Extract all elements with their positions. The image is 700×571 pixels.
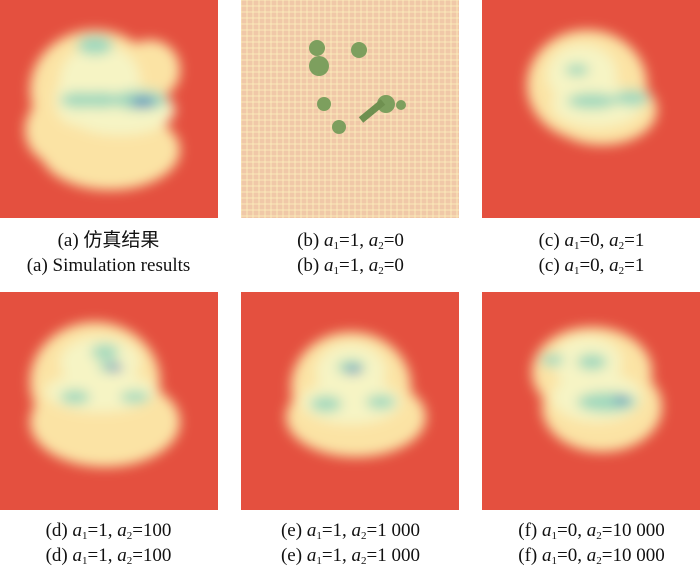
a1-value: 1 bbox=[349, 255, 360, 276]
heat-region-high bbox=[577, 354, 607, 370]
a2-value: 100 bbox=[142, 520, 172, 541]
panel-label: (f) bbox=[518, 520, 538, 541]
a1-value: 0 bbox=[567, 545, 578, 566]
caption-c: (c) a1=0, a2=1 (c) a1=0, a2=1 bbox=[475, 228, 700, 278]
activity-blob bbox=[332, 120, 346, 134]
caption-f: (f) a1=0, a2=10 000 (f) a1=0, a2=10 000 bbox=[475, 518, 700, 568]
a1-value: 1 bbox=[98, 545, 108, 566]
activity-blob bbox=[309, 40, 325, 56]
heat-region-high bbox=[60, 390, 90, 404]
caption-line: (e) a1=1, a2=1 000 bbox=[280, 545, 421, 567]
a2-value: 0 bbox=[394, 255, 404, 276]
panel-label: (c) bbox=[538, 230, 560, 251]
caption-line: (f) a1=0, a2=10 000 bbox=[518, 545, 665, 567]
heatmap-b bbox=[241, 0, 459, 218]
heatmap-a-simulation bbox=[0, 0, 218, 218]
heatmap-f bbox=[482, 292, 700, 510]
a2-value: 0 bbox=[394, 230, 404, 251]
heat-region-mid bbox=[301, 380, 401, 424]
a1-value: 1 bbox=[332, 545, 343, 566]
a2-value: 1 000 bbox=[377, 545, 421, 566]
panel-label: (c) bbox=[538, 255, 560, 276]
panel-label: (b) bbox=[297, 230, 320, 251]
activity-blob bbox=[377, 95, 395, 113]
caption-a-en: (a) Simulation results bbox=[26, 255, 191, 276]
heat-region-high bbox=[60, 92, 100, 108]
caption-line: (b) a1=1, a2=0 bbox=[297, 255, 404, 277]
panel-label: (e) bbox=[280, 545, 303, 566]
heat-region-high bbox=[120, 391, 150, 403]
a1-value: 0 bbox=[567, 520, 578, 541]
a2-value: 1 bbox=[634, 255, 645, 276]
caption-line: (f) a1=0, a2=10 000 bbox=[518, 520, 665, 542]
caption-d: (d) a1=1, a2=100 (d) a1=1, a2=100 bbox=[0, 518, 225, 568]
a1-value: 0 bbox=[590, 230, 600, 251]
heatmap-background bbox=[241, 0, 459, 218]
panel-label: (d) bbox=[45, 520, 68, 541]
activity-blob bbox=[317, 97, 331, 111]
caption-line: (e) a1=1, a2=1 000 bbox=[280, 520, 421, 542]
heatmap-c bbox=[482, 0, 700, 218]
a2-value: 100 bbox=[142, 545, 172, 566]
heat-region-high bbox=[540, 354, 564, 366]
heat-region-peak bbox=[346, 367, 362, 373]
heatmap-d bbox=[0, 292, 218, 510]
heat-region-high bbox=[577, 392, 637, 412]
a1-value: 1 bbox=[98, 520, 108, 541]
panel-label: (b) bbox=[297, 255, 320, 276]
a1-value: 1 bbox=[332, 520, 343, 541]
heat-region-peak bbox=[107, 365, 123, 371]
caption-line: (d) a1=1, a2=100 bbox=[45, 545, 172, 567]
activity-blob bbox=[358, 99, 386, 123]
panel-label: (e) bbox=[280, 520, 303, 541]
a2-value: 10 000 bbox=[612, 520, 665, 541]
panel-label: (f) bbox=[518, 545, 538, 566]
caption-e: (e) a1=1, a2=1 000 (e) a1=1, a2=1 000 bbox=[234, 518, 467, 568]
caption-line: (d) a1=1, a2=100 bbox=[45, 520, 172, 542]
heat-region-high bbox=[366, 395, 396, 409]
caption-b: (b) a1=1, a2=0 (b) a1=1, a2=0 bbox=[234, 228, 467, 278]
heat-region-high bbox=[77, 35, 113, 55]
caption-a: (a) 仿真结果 (a) Simulation results bbox=[0, 228, 225, 278]
heat-region-peak bbox=[614, 397, 630, 403]
heat-region-high bbox=[565, 64, 589, 76]
caption-line: (b) a1=1, a2=0 bbox=[297, 230, 404, 252]
heatmap-e bbox=[241, 292, 459, 510]
a2-value: 1 000 bbox=[377, 520, 421, 541]
a1-value: 1 bbox=[349, 230, 360, 251]
heat-region-peak bbox=[131, 98, 155, 106]
heat-region-high bbox=[91, 344, 119, 360]
a2-value: 10 000 bbox=[612, 545, 665, 566]
caption-line: (c) a1=0, a2=1 bbox=[538, 255, 645, 277]
activity-blob bbox=[396, 100, 406, 110]
a2-value: 1 bbox=[634, 230, 645, 251]
caption-line: (c) a1=0, a2=1 bbox=[538, 230, 645, 252]
heat-region-high bbox=[567, 93, 617, 109]
heat-region-high bbox=[310, 396, 342, 412]
activity-blob bbox=[309, 56, 329, 76]
caption-a-cn: (a) 仿真结果 bbox=[57, 230, 160, 251]
activity-blob bbox=[351, 42, 367, 58]
heat-region-high bbox=[614, 90, 650, 106]
a1-value: 0 bbox=[590, 255, 600, 276]
panel-label: (d) bbox=[45, 545, 68, 566]
